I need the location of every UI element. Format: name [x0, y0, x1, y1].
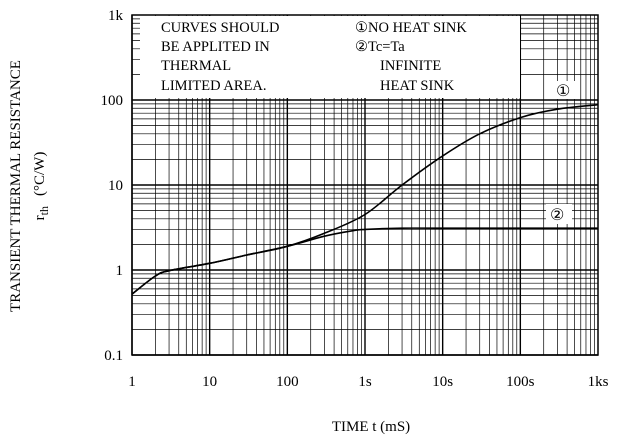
legend-line-1: ①NO HEAT SINK: [355, 20, 467, 36]
x-tick-label: 1: [128, 374, 136, 390]
curve-marker-1-bg: [554, 81, 576, 99]
y-tick-label: 100: [101, 93, 124, 109]
y-axis-unit: (°C/W): [32, 152, 48, 196]
curve-marker-2: ②: [550, 207, 564, 224]
legend-line-4: HEAT SINK: [380, 78, 455, 94]
note-line-1: CURVES SHOULD: [161, 20, 279, 36]
x-tick-label: 10: [202, 374, 217, 390]
legend-line-3: INFINITE: [380, 58, 441, 74]
x-tick-label: 100s: [506, 374, 535, 390]
y-axis-label-line-1: TRANSIENT THERMAL RESISTANCE: [8, 60, 24, 312]
x-tick-label: 10s: [432, 374, 453, 390]
x-tick-label: 1s: [358, 374, 372, 390]
note-box: [140, 16, 520, 98]
note-line-2: BE APPLITED IN: [161, 39, 270, 55]
legend-line-2: ②Tc=Ta: [355, 39, 405, 55]
y-tick-label: 1k: [108, 8, 124, 24]
y-tick-label: 1: [116, 263, 124, 279]
y-axis-subscript: th: [37, 206, 51, 215]
x-tick-label: 1ks: [588, 374, 609, 390]
series-line-2: [131, 227, 598, 295]
tick-labels: 1 10 100 1s 10s 100s 1ks 0.1 1 10 100 1k: [101, 8, 609, 390]
y-axis-symbol: r: [32, 215, 48, 220]
y-axis-label-line-2: rth (°C/W): [32, 152, 51, 221]
curve-marker-1: ①: [556, 83, 570, 100]
x-tick-label: 100: [276, 374, 299, 390]
y-tick-label: 0.1: [104, 348, 123, 364]
note-line-3: THERMAL: [161, 58, 231, 74]
plot-frame: [131, 14, 599, 356]
note-line-4: LIMITED AREA.: [161, 78, 267, 94]
x-axis-label: TIME t (mS): [332, 419, 410, 435]
y-tick-label: 10: [108, 178, 123, 194]
series-group: [131, 103, 599, 295]
curve-marker-2-bg: [546, 204, 572, 224]
